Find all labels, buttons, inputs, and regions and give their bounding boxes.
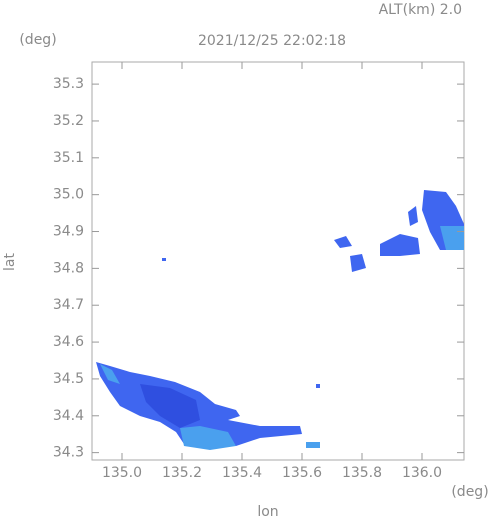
y-tick-label: 35.1 — [53, 150, 84, 166]
y-tick-label: 35.0 — [53, 187, 84, 203]
y-tick-label: 34.9 — [53, 224, 84, 240]
y-tick-label: 35.2 — [53, 113, 84, 129]
plot-frame — [91, 61, 465, 461]
chart-title: 2021/12/25 22:02:18 — [198, 33, 346, 49]
x-tick-label: 135.2 — [162, 465, 202, 481]
x-tick-label: 135.4 — [222, 465, 262, 481]
echo — [162, 258, 166, 261]
y-tick-label: 34.8 — [53, 260, 84, 276]
echo — [380, 234, 420, 256]
echo — [334, 236, 352, 248]
echo — [180, 426, 236, 450]
y-tick-label: 34.5 — [53, 371, 84, 387]
echo — [306, 442, 320, 448]
y-tick-label: 35.3 — [53, 76, 84, 92]
y-tick-label: 34.6 — [53, 334, 84, 350]
x-tick-label: 136.0 — [402, 465, 442, 481]
echo — [96, 362, 302, 446]
x-tick-label: 135.8 — [342, 465, 382, 481]
radar-echoes — [96, 190, 464, 450]
x-tick-label: 135.6 — [282, 465, 322, 481]
echo — [316, 384, 320, 388]
x-tick-label: 135.0 — [102, 465, 142, 481]
echo — [140, 384, 200, 428]
y-tick-label: 34.4 — [53, 408, 84, 424]
y-axis-label: lat — [2, 253, 18, 271]
y-tick-label: 34.7 — [53, 297, 84, 313]
x-unit: (deg) — [451, 484, 488, 500]
x-axis-label: lon — [257, 504, 278, 520]
altitude-label: ALT(km) 2.0 — [379, 2, 462, 18]
y-unit: (deg) — [19, 32, 56, 48]
echo — [408, 206, 418, 226]
echo — [100, 364, 120, 384]
y-tick-label: 34.3 — [53, 445, 84, 461]
echo — [350, 254, 366, 272]
